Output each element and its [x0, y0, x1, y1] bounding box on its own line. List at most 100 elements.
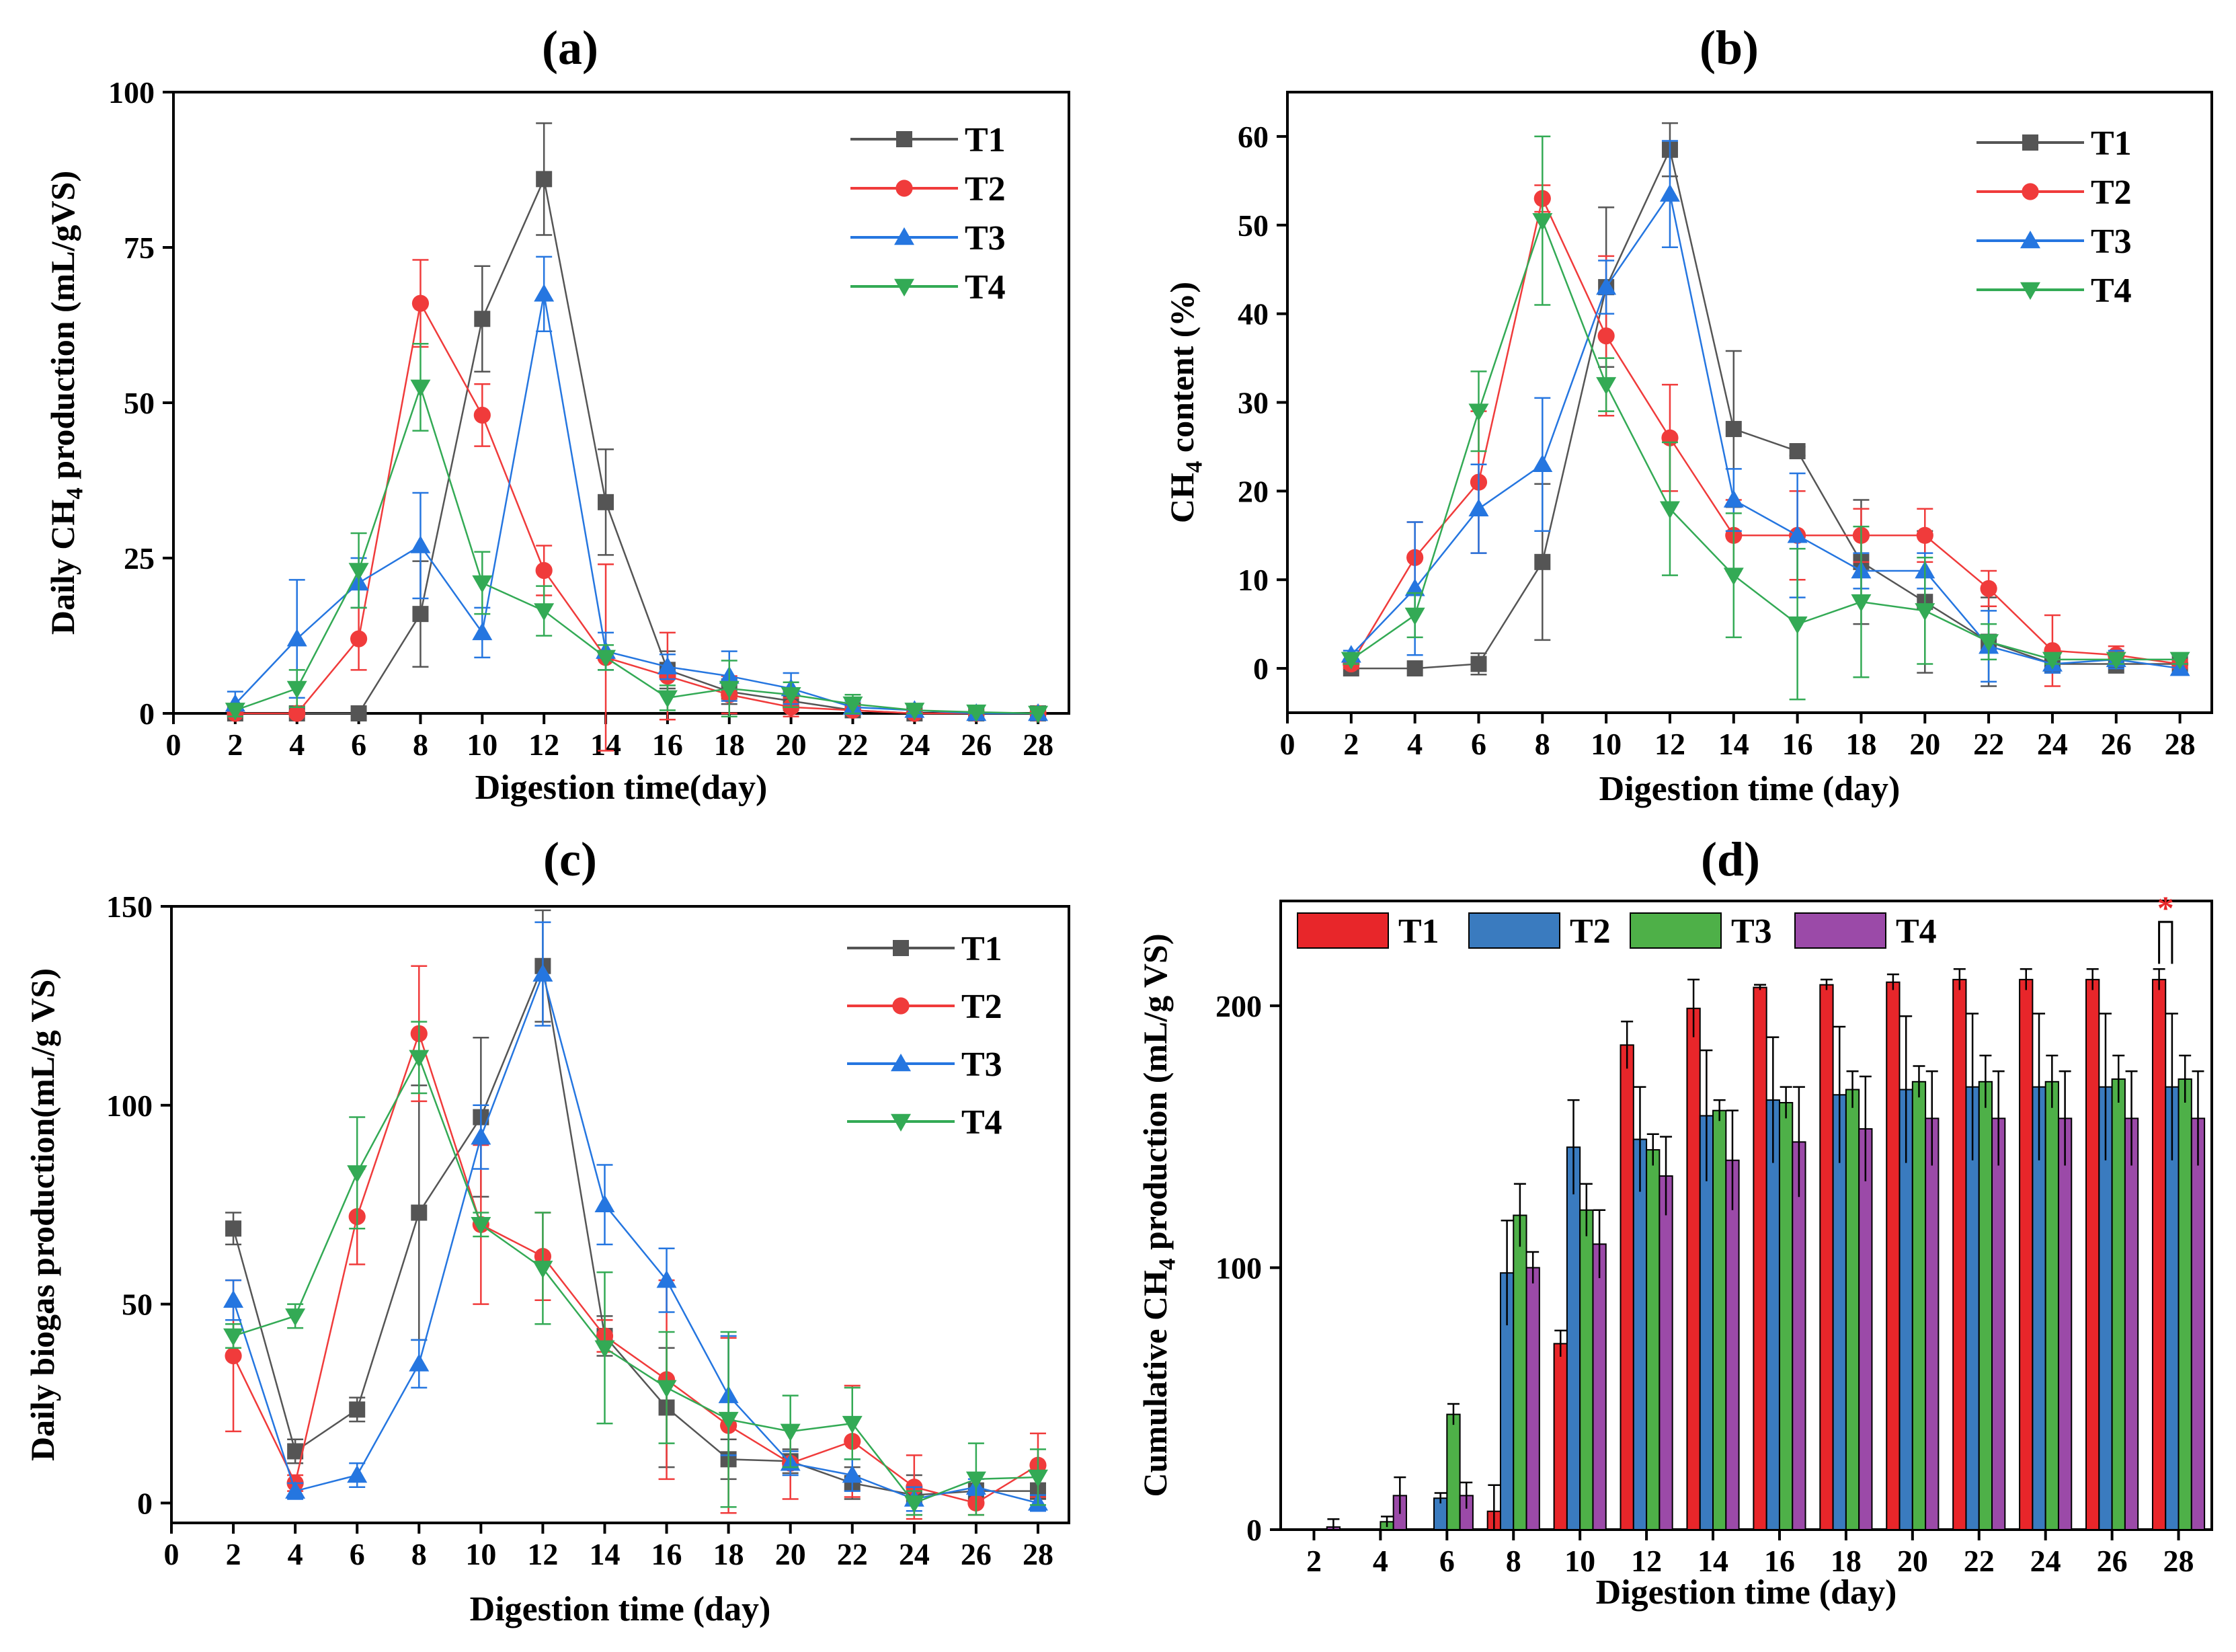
- legend-label: T4: [1896, 912, 1937, 951]
- bar-T3: [2178, 1078, 2192, 1530]
- bar-T1: [1952, 978, 1967, 1530]
- data-point: [347, 1465, 368, 1483]
- legend-label: T1: [961, 930, 1002, 968]
- data-point: [1468, 403, 1489, 422]
- legend-swatch: [1468, 912, 1560, 949]
- x-tick-label: 20: [776, 727, 807, 762]
- data-point: [718, 1411, 739, 1430]
- bar-T4: [1725, 1159, 1740, 1530]
- legend-label: T4: [961, 1103, 1002, 1142]
- data-point: [347, 1165, 368, 1183]
- y-axis-label: Daily CH4 production (mL/gVS): [44, 171, 88, 635]
- x-tick-label: 2: [226, 1537, 241, 1571]
- bar-T3: [1446, 1413, 1461, 1530]
- x-tick-label: 28: [1023, 1537, 1053, 1571]
- series-line-T4: [233, 1055, 1039, 1504]
- x-tick-label: 6: [350, 1537, 365, 1571]
- legend: T1 T2 T3 T4: [847, 930, 1002, 1142]
- data-point: [1787, 525, 1808, 543]
- data-point: [1534, 553, 1551, 570]
- data-point: [411, 1204, 428, 1221]
- y-tick-label: 0: [1246, 1513, 1262, 1547]
- x-tick-label: 6: [1471, 727, 1486, 761]
- x-tick-label: 10: [467, 727, 497, 762]
- panel-b: (b)0 2 4 6 8 10 12 14 16 18 20 22 24 26 28010203040506…: [1163, 21, 2213, 808]
- x-tick-label: 26: [2097, 1544, 2128, 1578]
- bar-T3: [1579, 1209, 1594, 1531]
- data-point: [1468, 498, 1489, 516]
- data-point: [1532, 212, 1553, 231]
- data-point: [1659, 501, 1680, 519]
- x-tick-label: 10: [1591, 727, 1622, 761]
- x-tick-label: 0: [164, 1537, 179, 1571]
- data-point: [471, 1217, 491, 1235]
- bar-T3: [1911, 1080, 1927, 1530]
- y-tick-label: 75: [124, 231, 155, 265]
- y-tick-label: 0: [1253, 652, 1269, 686]
- y-tick-label: 0: [137, 1486, 153, 1520]
- data-point: [594, 1194, 615, 1212]
- x-tick-label: 16: [1782, 727, 1813, 761]
- bar-T3: [1712, 1109, 1727, 1530]
- data-point: [2042, 652, 2063, 670]
- x-axis-label: Digestion time (day): [1599, 770, 1901, 808]
- bar-T2: [1765, 1099, 1780, 1531]
- y-tick-label: 100: [108, 75, 155, 110]
- data-point: [285, 1481, 306, 1499]
- data-point: [473, 406, 491, 424]
- bar-T1: [2019, 978, 2034, 1530]
- x-tick-label: 14: [589, 1537, 620, 1571]
- series-T4: [1341, 135, 2190, 701]
- bar-T3: [1778, 1101, 1794, 1530]
- legend-label: T3: [1731, 912, 1772, 951]
- y-axis-label: Daily biogas production(mL/g VS): [24, 968, 61, 1461]
- bar-T3: [1978, 1080, 1993, 1530]
- significance-bracket: [2158, 920, 2173, 964]
- y-tick-label: 50: [1238, 208, 1269, 243]
- data-point: [535, 561, 553, 580]
- x-tick-label: 12: [527, 1537, 558, 1571]
- data-point: [412, 606, 429, 623]
- legend-marker: [2022, 183, 2039, 200]
- x-tick-label: 12: [1631, 1544, 1662, 1578]
- plot-frame: [1279, 900, 2213, 1531]
- data-point: [534, 603, 555, 621]
- x-tick-label: 8: [411, 1537, 427, 1571]
- data-point: [350, 630, 368, 647]
- data-point: [598, 494, 614, 510]
- x-tick-label: 2: [227, 727, 243, 762]
- y-tick-label: 50: [124, 386, 155, 420]
- y-tick-label: 0: [139, 697, 155, 731]
- series-line-T3: [232, 971, 1039, 1504]
- x-tick-label: 10: [465, 1537, 496, 1571]
- legend-marker: [893, 940, 909, 956]
- bar-T1: [1819, 984, 1834, 1530]
- y-tick-label: 60: [1238, 120, 1269, 154]
- legend-label: T4: [965, 268, 1006, 307]
- data-point: [965, 1471, 986, 1489]
- data-point: [2169, 652, 2190, 670]
- y-tick-label: 100: [1215, 1251, 1262, 1285]
- data-point: [471, 1127, 491, 1145]
- legend-label: T1: [965, 121, 1006, 159]
- data-point: [409, 1050, 430, 1068]
- legend-label: T2: [965, 170, 1006, 208]
- bar-T2: [1566, 1146, 1581, 1531]
- data-point: [410, 535, 431, 553]
- data-point: [1596, 377, 1617, 395]
- data-point: [2106, 652, 2126, 670]
- bar-T1: [1620, 1044, 1634, 1531]
- data-point: [1597, 327, 1615, 345]
- x-tick-label: 6: [1439, 1544, 1455, 1578]
- x-tick-label: 22: [1973, 727, 2004, 761]
- bar-T1: [2151, 978, 2167, 1530]
- x-tick-label: 10: [1564, 1544, 1595, 1578]
- data-point: [657, 690, 678, 708]
- data-point: [536, 171, 553, 188]
- legend-label: T3: [961, 1046, 1002, 1084]
- y-tick-label: 20: [1238, 474, 1269, 508]
- legend-label: T2: [1570, 912, 1611, 951]
- bar-T4: [1525, 1267, 1540, 1530]
- bar-T4: [1659, 1175, 1673, 1530]
